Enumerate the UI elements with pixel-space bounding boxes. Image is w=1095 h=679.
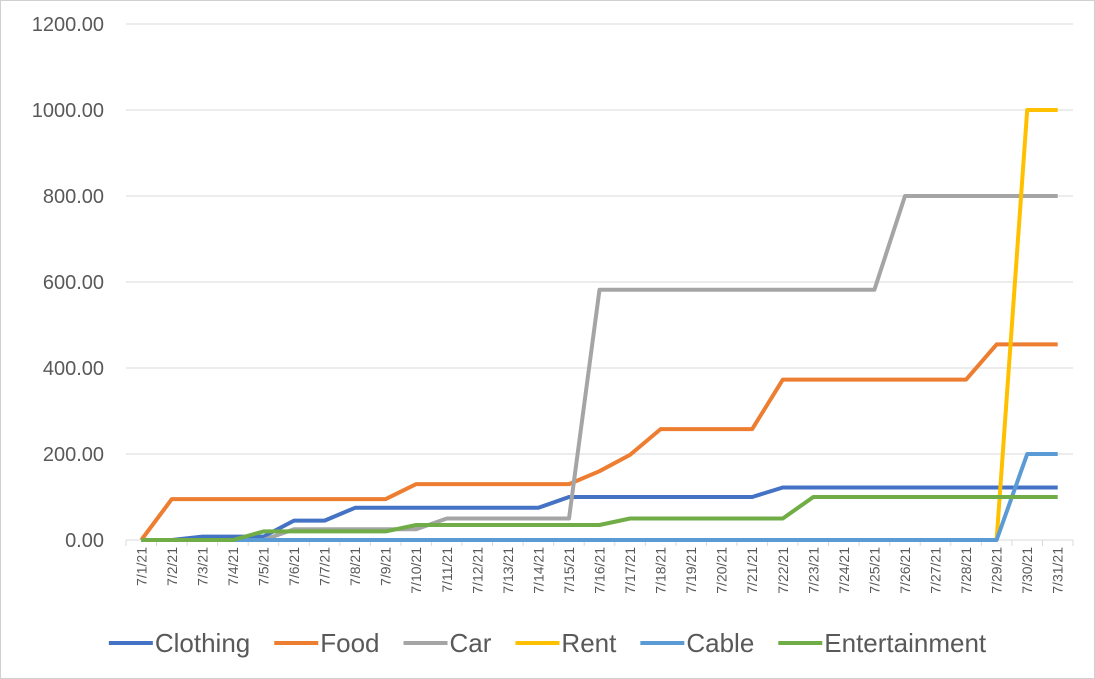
x-tick-label: 7/14/21 — [530, 547, 546, 594]
legend-label-rent: Rent — [561, 628, 617, 658]
y-tick-label: 600.00 — [43, 272, 104, 294]
x-tick-label: 7/6/21 — [286, 547, 302, 586]
y-tick-label: 200.00 — [43, 444, 104, 466]
y-axis: 0.00 200.00 400.00 600.00 800.00 1000.00 1200.… — [32, 14, 104, 552]
legend-label-cable: Cable — [686, 628, 754, 658]
x-tick-label: 7/17/21 — [622, 547, 638, 594]
gridlines — [126, 23, 1073, 541]
series-line-rent — [141, 108, 1058, 542]
legend: Clothing Food Car Rent Cable Entertainment — [108, 628, 987, 658]
x-tick-label: 7/23/21 — [805, 547, 821, 594]
y-tick-label: 1000.00 — [32, 100, 104, 122]
series-line-food — [139, 342, 1058, 542]
series-line-car — [141, 194, 1058, 542]
series-line-entertainment — [141, 495, 1058, 542]
x-tick-label: 7/15/21 — [561, 547, 577, 594]
x-tick-label: 7/5/21 — [255, 547, 271, 586]
x-tick-label: 7/25/21 — [866, 547, 882, 594]
x-tick-label: 7/9/21 — [378, 547, 394, 586]
x-tick-label: 7/24/21 — [836, 547, 852, 594]
y-tick-label: 1200.00 — [32, 14, 104, 36]
x-tick-label: 7/8/21 — [347, 547, 363, 586]
x-tick-label: 7/26/21 — [897, 547, 913, 594]
series-line-cable — [141, 452, 1058, 542]
x-tick-label: 7/27/21 — [928, 547, 944, 594]
y-tick-label: 400.00 — [43, 358, 104, 380]
legend-label-clothing: Clothing — [155, 628, 250, 658]
x-tick-label: 7/18/21 — [653, 547, 669, 594]
x-tick-label: 7/29/21 — [989, 547, 1005, 594]
y-tick-label: 0.00 — [65, 530, 104, 552]
x-tick-label: 7/3/21 — [194, 547, 210, 586]
y-tick-label: 800.00 — [43, 186, 104, 208]
series-line-clothing — [141, 485, 1058, 542]
x-tick-label: 7/12/21 — [469, 547, 485, 594]
x-tick-label: 7/22/21 — [775, 547, 791, 594]
x-tick-label: 7/28/21 — [958, 547, 974, 594]
series-lines — [139, 108, 1058, 542]
legend-label-car: Car — [450, 628, 492, 658]
x-axis: 7/1/21 7/2/21 7/3/21 7/4/21 7/5/21 7/6/21 7/7/… — [125, 539, 1074, 594]
x-tick-label: 7/1/21 — [133, 547, 149, 586]
x-tick-label: 7/11/21 — [439, 547, 455, 593]
x-tick-label: 7/2/21 — [164, 547, 180, 586]
x-tick-label: 7/7/21 — [317, 547, 333, 586]
x-tick-label: 7/30/21 — [1019, 547, 1035, 594]
x-tick-label: 7/19/21 — [683, 547, 699, 594]
x-tick-label: 7/20/21 — [714, 547, 730, 594]
legend-label-food: Food — [320, 628, 379, 658]
x-tick-label: 7/31/21 — [1050, 547, 1066, 594]
x-tick-label: 7/10/21 — [408, 547, 424, 594]
x-tick-label: 7/4/21 — [225, 547, 241, 586]
legend-label-entertainment: Entertainment — [824, 628, 987, 658]
x-tick-label: 7/21/21 — [744, 547, 760, 594]
x-tick-label: 7/13/21 — [500, 547, 516, 594]
x-tick-label: 7/16/21 — [592, 547, 608, 594]
